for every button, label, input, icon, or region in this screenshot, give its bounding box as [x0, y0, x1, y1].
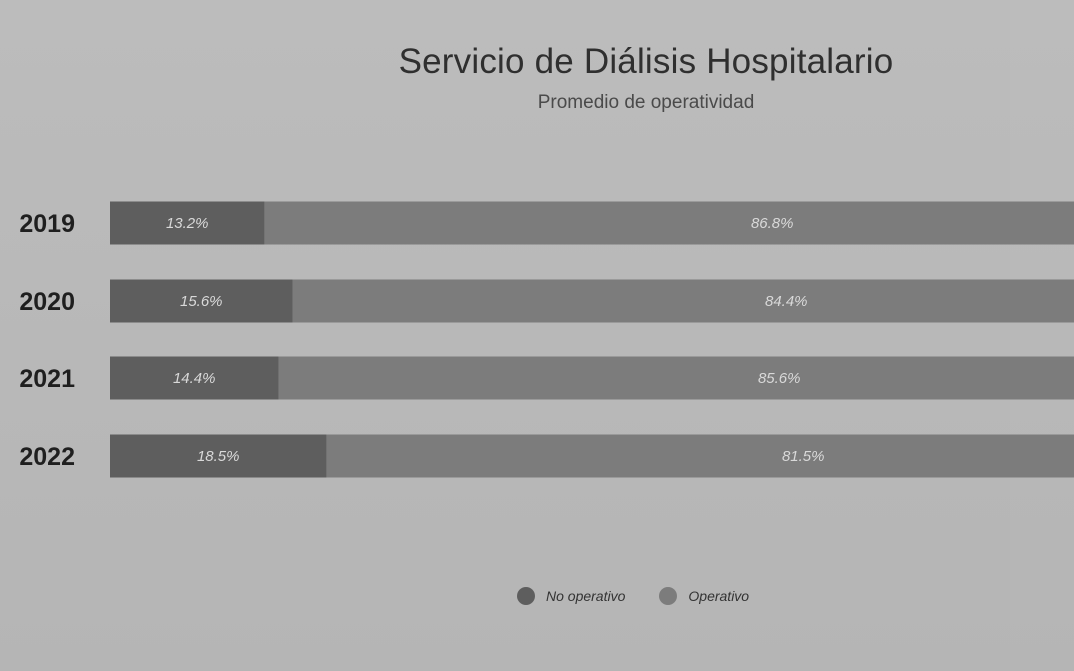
bar-no-operativo-2019	[110, 201, 265, 245]
data-label-operativo-2021: 85.6%	[758, 370, 801, 387]
bar-no-operativo-2022	[110, 434, 327, 478]
bar-operativo-2021	[278, 356, 1074, 400]
legend-swatch-no-operativo	[517, 587, 535, 605]
data-label-no-operativo-2021: 14.4%	[173, 370, 216, 387]
chart-subtitle: Promedio de operatividad	[537, 92, 755, 113]
legend-label-operativo: Operativo	[688, 588, 750, 604]
bar-operativo-2022	[326, 434, 1074, 478]
data-label-operativo-2022: 81.5%	[782, 448, 825, 465]
legend-swatch-operativo	[659, 587, 678, 605]
category-label-2020: 2020	[19, 288, 75, 316]
bar-no-operativo-2021	[110, 356, 279, 400]
legend-label-no-operativo: No operativo	[546, 588, 626, 604]
legend-item-no-operativo: No operativo	[517, 587, 625, 605]
legend-item-operativo: Operativo	[659, 587, 749, 605]
data-label-no-operativo-2020: 15.6%	[180, 293, 223, 310]
data-label-operativo-2020: 84.4%	[765, 293, 808, 310]
data-label-no-operativo-2022: 18.5%	[197, 448, 240, 465]
bar-operativo-2020	[292, 279, 1074, 323]
bar-operativo-2019	[264, 201, 1074, 245]
chart-legend: No operativo Operativo	[517, 585, 783, 607]
category-label-2019: 2019	[19, 210, 75, 238]
chart-title: Servicio de Diálisis Hospitalario	[398, 42, 894, 81]
category-label-2021: 2021	[19, 365, 75, 393]
data-label-operativo-2019: 86.8%	[751, 215, 794, 232]
data-label-no-operativo-2019: 13.2%	[166, 215, 209, 232]
bar-no-operativo-2020	[110, 279, 293, 323]
category-label-2022: 2022	[19, 443, 75, 471]
